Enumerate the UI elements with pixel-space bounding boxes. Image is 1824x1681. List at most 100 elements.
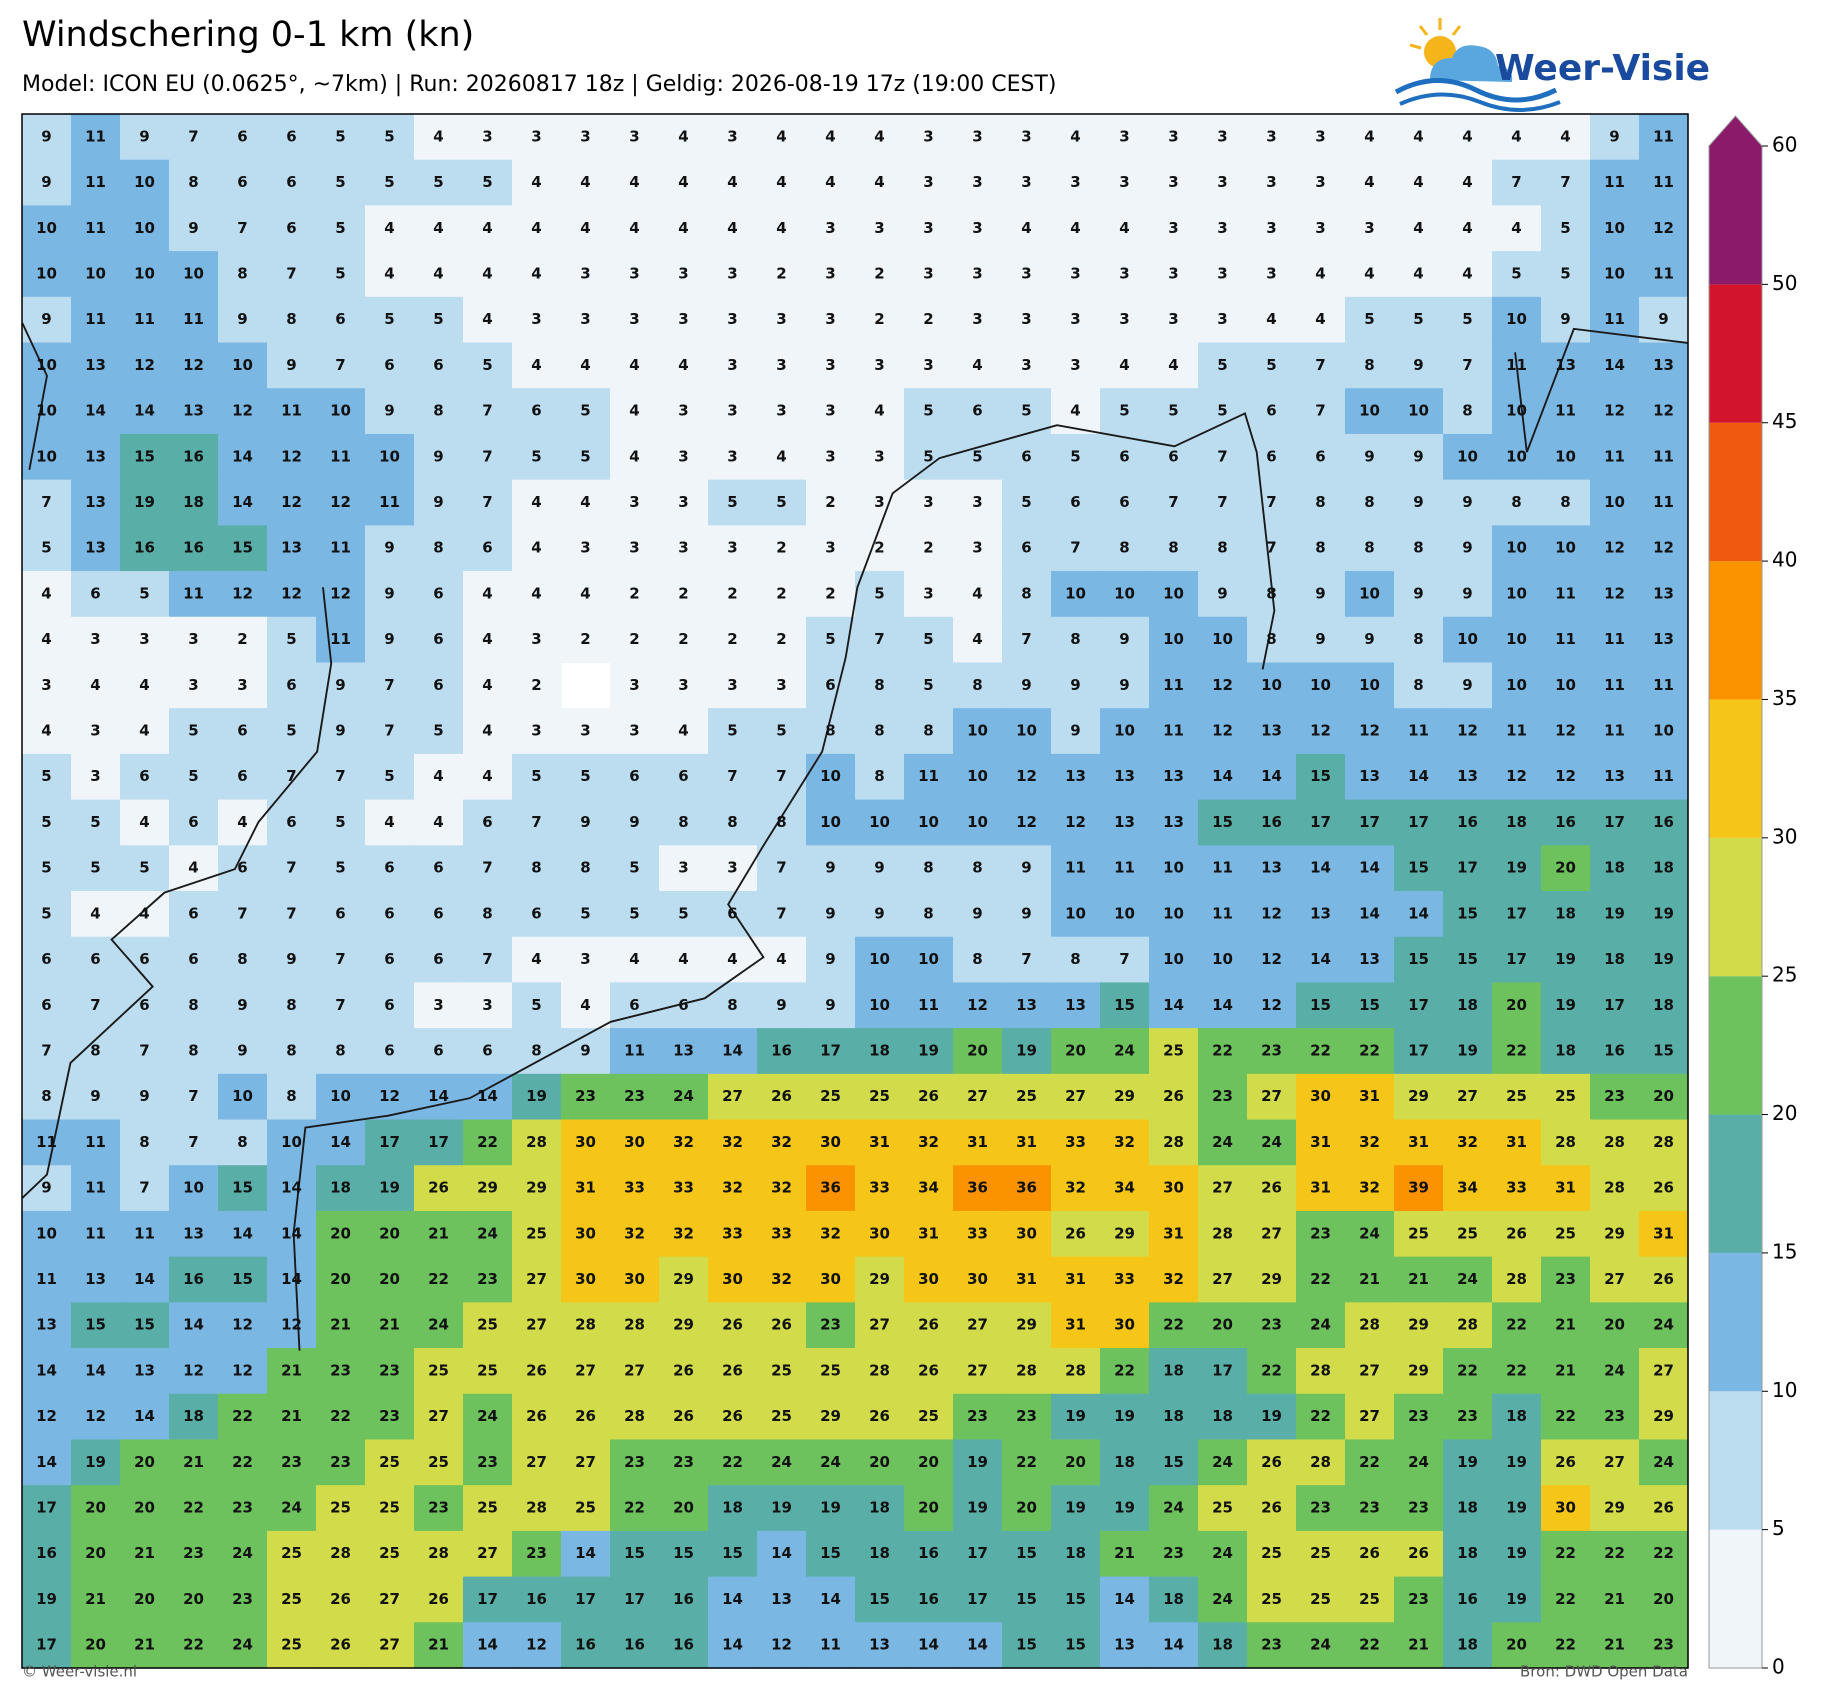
cell <box>218 799 268 846</box>
cell <box>1002 1028 1052 1075</box>
cell <box>365 571 415 618</box>
cell <box>904 251 954 298</box>
cell <box>1394 1302 1444 1349</box>
value-label: 3 <box>1266 219 1276 237</box>
value-label: 11 <box>1653 264 1674 282</box>
value-label: 17 <box>1457 859 1478 877</box>
cell <box>561 1210 611 1258</box>
cell <box>708 479 758 526</box>
value-label: 19 <box>1506 1544 1527 1562</box>
cell <box>855 1530 905 1578</box>
cell <box>1541 891 1591 938</box>
subtitle: Model: ICON EU (0.0625°, ~7km) | Run: 20… <box>22 72 1056 97</box>
value-label: 22 <box>330 1407 351 1425</box>
value-label: 19 <box>1065 1499 1086 1517</box>
value-label: 6 <box>188 813 198 831</box>
cell <box>610 1530 660 1578</box>
value-label: 29 <box>1604 1499 1625 1517</box>
value-label: 12 <box>281 1316 302 1334</box>
cell <box>267 1256 317 1303</box>
cell <box>610 342 660 389</box>
value-label: 25 <box>575 1499 596 1517</box>
value-label: 5 <box>188 722 198 740</box>
value-label: 30 <box>575 1224 596 1242</box>
cell <box>512 753 562 801</box>
value-label: 6 <box>482 539 492 557</box>
value-label: 5 <box>335 173 345 191</box>
value-label: 26 <box>1065 1224 1086 1242</box>
value-label: 5 <box>384 310 394 328</box>
cell <box>1149 1622 1199 1669</box>
cell <box>1296 251 1346 298</box>
cell <box>1100 1439 1150 1486</box>
cell <box>757 845 807 892</box>
value-label: 12 <box>183 1361 204 1379</box>
value-label: 3 <box>776 310 786 328</box>
cell <box>365 479 415 526</box>
cell <box>1443 388 1493 435</box>
value-label: 22 <box>722 1453 743 1471</box>
cell <box>267 616 317 664</box>
value-label: 5 <box>286 722 296 740</box>
value-label: 12 <box>1506 767 1527 785</box>
cell <box>1051 1073 1101 1121</box>
value-label: 19 <box>1506 859 1527 877</box>
value-label: 23 <box>967 1407 988 1425</box>
value-label: 3 <box>531 630 541 648</box>
cell <box>1002 1485 1052 1532</box>
value-label: 9 <box>1462 584 1472 602</box>
cell <box>1345 616 1395 664</box>
cell <box>218 251 268 298</box>
value-label: 3 <box>90 722 100 740</box>
value-label: 14 <box>36 1453 57 1471</box>
value-label: 13 <box>771 1590 792 1608</box>
cell <box>708 1393 758 1441</box>
value-label: 15 <box>1016 1544 1037 1562</box>
cell <box>757 1119 807 1166</box>
cell <box>1149 525 1199 572</box>
cell <box>561 1119 611 1166</box>
value-label: 10 <box>1163 859 1184 877</box>
value-label: 14 <box>1310 859 1331 877</box>
cell <box>1296 1530 1346 1578</box>
value-label: 7 <box>335 996 345 1014</box>
value-label: 18 <box>1457 1636 1478 1654</box>
value-label: 5 <box>41 813 51 831</box>
cell <box>267 891 317 938</box>
value-label: 6 <box>1021 539 1031 557</box>
cell <box>659 1073 709 1121</box>
value-label: 10 <box>1555 447 1576 465</box>
cell <box>1296 1439 1346 1486</box>
cell <box>365 342 415 389</box>
value-label: 10 <box>36 356 57 374</box>
cell <box>806 1439 856 1486</box>
value-label: 23 <box>624 1453 645 1471</box>
cell <box>463 571 513 618</box>
value-label: 17 <box>1212 1361 1233 1379</box>
cell <box>1247 891 1297 938</box>
cell <box>365 1530 415 1578</box>
cell <box>512 1622 562 1669</box>
cell <box>1002 845 1052 892</box>
value-label: 3 <box>1119 310 1129 328</box>
cell <box>169 891 219 938</box>
cell <box>169 662 219 709</box>
value-label: 11 <box>134 1224 155 1242</box>
cell <box>1051 1165 1101 1212</box>
cell <box>316 753 366 801</box>
value-label: 27 <box>428 1407 449 1425</box>
cell <box>1051 1393 1101 1441</box>
value-label: 23 <box>1408 1499 1429 1517</box>
cell <box>1443 1485 1493 1532</box>
cell <box>414 159 464 207</box>
cell <box>22 1119 72 1166</box>
cell <box>659 1256 709 1303</box>
value-label: 9 <box>1070 676 1080 694</box>
cell <box>1443 1393 1493 1441</box>
value-label: 24 <box>1212 1133 1233 1151</box>
value-label: 14 <box>1604 356 1625 374</box>
value-label: 29 <box>1653 1407 1674 1425</box>
value-label: 24 <box>232 1544 253 1562</box>
cell <box>218 936 268 984</box>
cell <box>1100 982 1150 1029</box>
